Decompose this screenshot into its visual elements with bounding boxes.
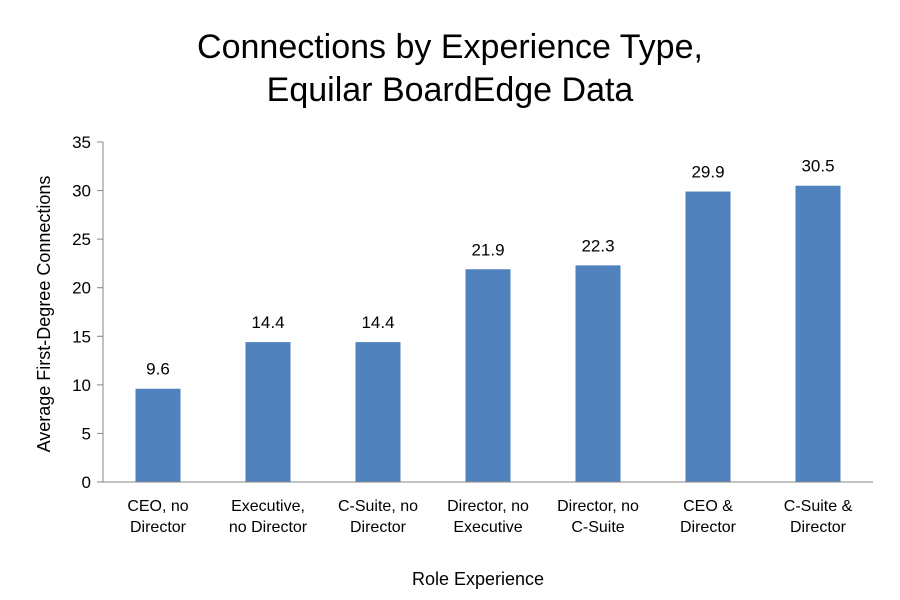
x-axis-categories: CEO, no Director Executive, no Director C-Su… bbox=[127, 498, 852, 536]
data-label: 9.6 bbox=[146, 360, 170, 379]
data-label: 30.5 bbox=[801, 157, 834, 176]
bar bbox=[245, 342, 291, 482]
y-tick-label: 5 bbox=[82, 424, 91, 443]
y-tick-label: 30 bbox=[72, 182, 91, 201]
y-tick-label: 25 bbox=[72, 230, 91, 249]
x-category-label: Director bbox=[680, 519, 737, 536]
x-axis-label: Role Experience bbox=[412, 569, 544, 589]
data-label: 14.4 bbox=[251, 313, 284, 332]
data-labels: 9.6 14.4 14.4 21.9 22.3 29.9 30.5 bbox=[146, 157, 834, 379]
x-category-label: C-Suite, no bbox=[338, 498, 418, 515]
x-category-label: C-Suite & bbox=[784, 498, 853, 515]
bar bbox=[575, 265, 621, 482]
chart-title-line-1: Connections by Experience Type, bbox=[197, 28, 703, 66]
y-axis-ticks: 0 5 10 15 20 25 30 35 bbox=[72, 133, 103, 492]
bar bbox=[135, 388, 181, 482]
x-category-label: CEO, no bbox=[127, 498, 188, 515]
x-category-label: Director bbox=[350, 519, 407, 536]
x-category-label: Director bbox=[130, 519, 187, 536]
y-tick-label: 0 bbox=[82, 473, 91, 492]
bar bbox=[685, 191, 731, 483]
x-category-label: Director, no bbox=[447, 498, 529, 515]
bar bbox=[795, 185, 841, 482]
bar bbox=[465, 269, 511, 482]
data-label: 22.3 bbox=[581, 236, 614, 255]
data-label: 14.4 bbox=[361, 313, 394, 332]
x-category-label: Executive bbox=[453, 519, 522, 536]
x-category-label: CEO & bbox=[683, 498, 733, 515]
x-category-label: no Director bbox=[229, 519, 308, 536]
y-tick-label: 35 bbox=[72, 133, 91, 152]
y-axis-label: Average First-Degree Connections bbox=[34, 176, 54, 453]
y-tick-label: 10 bbox=[72, 376, 91, 395]
x-category-label: Director bbox=[790, 519, 847, 536]
bar-series bbox=[135, 185, 841, 483]
bar bbox=[355, 342, 401, 482]
x-category-label: C-Suite bbox=[571, 519, 624, 536]
x-category-label: Director, no bbox=[557, 498, 639, 515]
data-label: 29.9 bbox=[691, 163, 724, 182]
y-tick-label: 15 bbox=[72, 327, 91, 346]
data-label: 21.9 bbox=[471, 240, 504, 259]
chart-title-line-2: Equilar BoardEdge Data bbox=[267, 71, 634, 109]
y-tick-label: 20 bbox=[72, 279, 91, 298]
x-category-label: Executive, bbox=[231, 498, 305, 515]
